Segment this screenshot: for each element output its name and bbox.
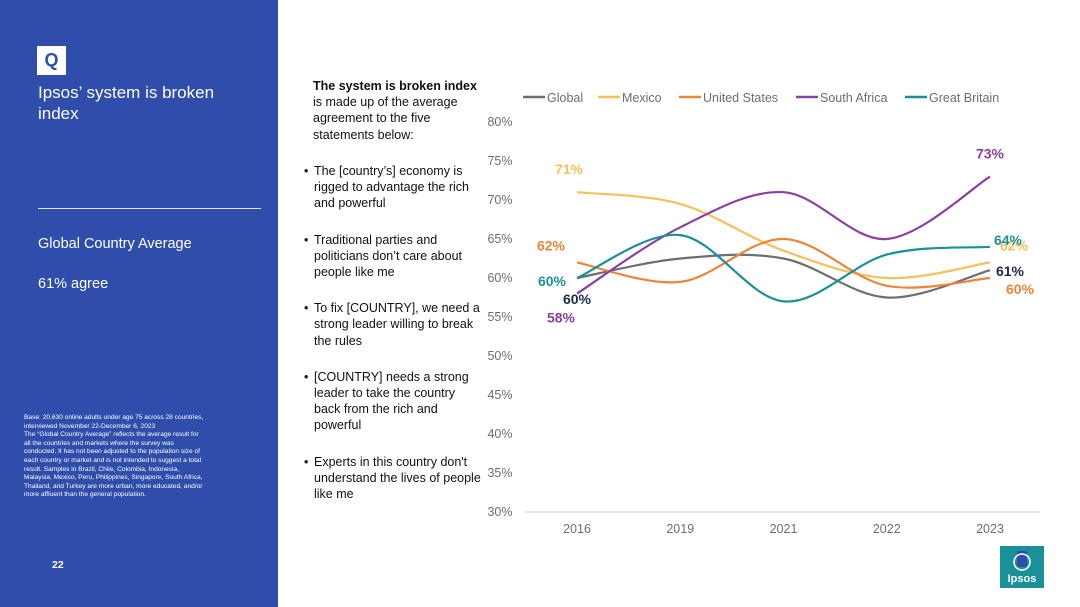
bullet-icon: • — [304, 454, 309, 469]
legend-label: United States — [703, 91, 778, 105]
footnote: Base: 20,630 online adults under age 75 … — [24, 414, 240, 500]
footnote-line: Malaysia, Mexico, Peru, Philippines, Sin… — [24, 474, 203, 482]
ipsos-logo: Ipsos — [1000, 546, 1044, 588]
page-number: 22 — [52, 559, 64, 571]
footnote-line: Base: 20,630 online adults under age 75 … — [24, 414, 204, 421]
data-label: 58% — [547, 310, 576, 326]
list-item: • To fix [COUNTRY], we need a strong lead… — [304, 300, 482, 349]
y-tick-label: 40% — [487, 427, 512, 441]
y-tick-label: 70% — [487, 193, 512, 207]
list-item: • [COUNTRY] needs a strong leader to take… — [304, 369, 482, 434]
data-label: 61% — [996, 263, 1025, 279]
sidebar-subtitle: Global Country Average — [38, 236, 192, 252]
x-tick-label: 2019 — [666, 522, 694, 536]
series-line-great-britain — [576, 233, 991, 303]
list-item: • Traditional parties and politicians don… — [304, 232, 482, 281]
series-line-global — [576, 253, 991, 299]
statement-text: To fix [COUNTRY], we need a strong leade… — [314, 301, 480, 348]
list-item: • Experts in this country don't understan… — [304, 454, 482, 503]
sidebar-title: Ipsos’ system is broken index — [38, 83, 215, 123]
legend-label: Great Britain — [929, 91, 999, 105]
footnote-line: conducted. It has not been adjusted to t… — [24, 448, 200, 456]
y-tick-label: 65% — [487, 232, 512, 246]
series-line-mexico — [576, 191, 991, 280]
data-label: 64% — [994, 232, 1023, 248]
y-tick-label: 45% — [487, 388, 512, 402]
bullet-icon: • — [304, 232, 309, 247]
statement-text: The [country’s] economy is rigged to adv… — [314, 164, 469, 211]
sidebar-divider — [38, 208, 261, 209]
footnote-line: interviewed November 22-December 6, 2023 — [24, 422, 156, 430]
legend-label: South Africa — [820, 91, 887, 105]
footnote-line: each country or market and is not intend… — [24, 456, 202, 464]
bullet-icon: • — [304, 164, 309, 178]
sidebar: Q Ipsos’ system is broken index Global C… — [0, 0, 278, 607]
y-tick-label: 60% — [487, 271, 512, 285]
statement-list: • The [country’s] economy is rigged to ad… — [304, 163, 482, 522]
intro-text: The system is broken index is made up of… — [313, 78, 483, 143]
statement-text: Traditional parties and politicians don’… — [314, 232, 463, 280]
y-tick-label: 75% — [487, 154, 512, 168]
x-tick-label: 2022 — [873, 522, 901, 536]
y-tick-label: 50% — [487, 349, 512, 363]
intro-bold: The system is broken index — [313, 79, 477, 93]
footnote-line: all the countries and markets where the … — [24, 439, 174, 447]
x-tick-label: 2021 — [770, 522, 798, 536]
data-label: 60% — [538, 273, 567, 289]
statement-text: [COUNTRY] needs a strong leader to take … — [314, 369, 469, 433]
y-tick-label: 80% — [487, 115, 512, 129]
intro-rest: is made up of the average agreement to t… — [313, 95, 458, 142]
statement-text: Experts in this country don't understand… — [314, 454, 481, 502]
data-label: 60% — [563, 291, 592, 307]
bullet-icon: • — [304, 301, 309, 316]
q-badge: Q — [37, 46, 66, 75]
footnote-line: The “Global Country Average” reflects th… — [24, 431, 199, 439]
series-line-south-africa — [576, 175, 991, 295]
y-tick-label: 35% — [487, 466, 512, 480]
x-tick-label: 2016 — [563, 522, 591, 536]
legend-label: Global — [547, 91, 583, 105]
footnote-line: more affluent than the general populatio… — [24, 491, 146, 499]
data-label: 62% — [1000, 237, 1029, 253]
logo-text: Ipsos — [1008, 573, 1037, 585]
list-item: • The [country’s] economy is rigged to ad… — [304, 163, 482, 212]
data-label: 62% — [537, 237, 566, 253]
data-label: 71% — [555, 161, 584, 177]
y-tick-label: 55% — [487, 310, 512, 324]
bullet-icon: • — [304, 369, 309, 384]
legend-label: Mexico — [622, 91, 662, 105]
data-label: 73% — [976, 146, 1005, 162]
y-tick-label: 30% — [487, 505, 512, 519]
footnote-line: Thailand, and Turkey are more urban, mor… — [24, 482, 203, 490]
sidebar-agree-value: 61% agree — [38, 276, 109, 292]
logo-mark-ring — [1013, 553, 1031, 571]
footnote-line: result. Samples in Brazil, Chile, Colomb… — [24, 465, 180, 473]
series-line-united-states — [576, 237, 991, 289]
x-tick-label: 2023 — [976, 522, 1004, 536]
data-label: 60% — [1006, 281, 1035, 297]
